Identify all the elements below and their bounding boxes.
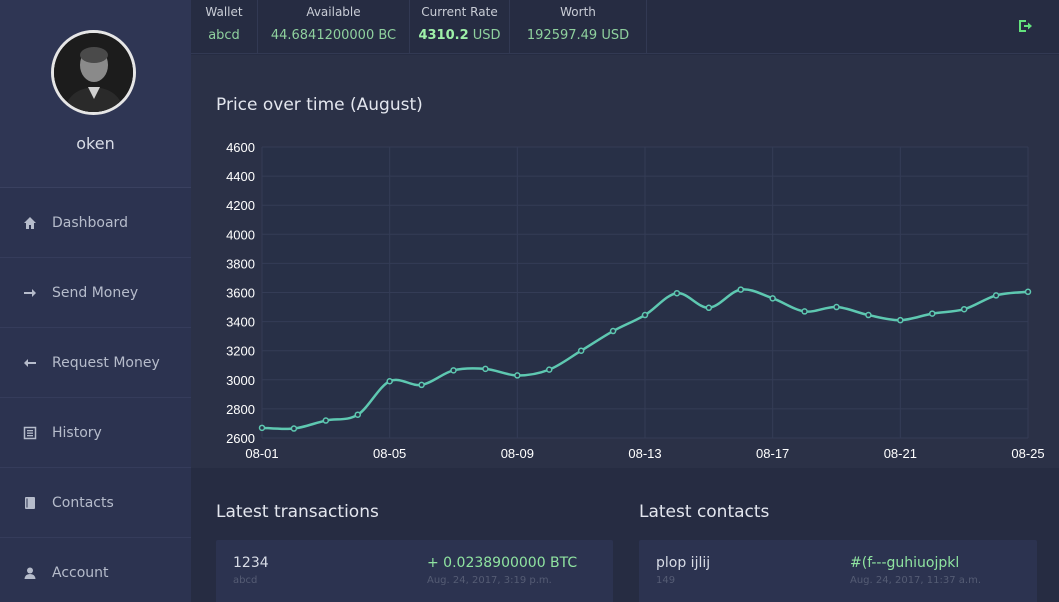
price-data-point bbox=[801, 308, 808, 315]
sidebar-item-contacts[interactable]: Contacts bbox=[0, 468, 191, 538]
price-data-point bbox=[737, 286, 744, 293]
username: oken bbox=[76, 134, 115, 153]
price-data-point bbox=[546, 366, 553, 373]
y-tick-label: 3800 bbox=[226, 256, 255, 271]
sidebar-item-label: Dashboard bbox=[52, 214, 128, 231]
sidebar-item-label: Send Money bbox=[52, 284, 139, 301]
y-tick-label: 2800 bbox=[226, 402, 255, 417]
x-tick-label: 08-21 bbox=[884, 446, 917, 461]
transaction-date: Aug. 24, 2017, 3:19 p.m. bbox=[427, 575, 552, 586]
chart-panel: Price over time (August) 2600 2800 3000 320… bbox=[191, 55, 1059, 468]
sidebar-nav: Dashboard Send Money Request Money Histo… bbox=[0, 188, 191, 602]
sidebar-item-label: Contacts bbox=[52, 494, 114, 511]
price-data-point bbox=[673, 289, 681, 297]
worth-value: 192597.49 USD bbox=[526, 28, 630, 43]
rate-number: 4310.2 bbox=[418, 28, 469, 43]
price-data-point bbox=[705, 304, 713, 312]
rate-value: 4310.2 USD bbox=[410, 28, 509, 43]
sidebar-item-dashboard[interactable]: Dashboard bbox=[0, 188, 191, 258]
arrow-right-icon bbox=[22, 285, 38, 301]
contacts-title: Latest contacts bbox=[639, 502, 770, 522]
x-tick-label: 08-17 bbox=[756, 446, 789, 461]
contact-date: Aug. 24, 2017, 11:37 a.m. bbox=[850, 575, 981, 586]
price-data-point bbox=[322, 417, 330, 424]
y-tick-label: 4600 bbox=[226, 140, 255, 155]
price-data-point bbox=[258, 424, 266, 432]
sidebar-item-label: Request Money bbox=[52, 354, 160, 371]
price-data-point bbox=[641, 311, 649, 319]
x-tick-label: 08-09 bbox=[501, 446, 534, 461]
contact-address: #(f---guhiuojpkl bbox=[850, 555, 960, 571]
sign-out-icon[interactable] bbox=[1017, 18, 1033, 34]
available-title: Available bbox=[306, 5, 361, 19]
price-data-point bbox=[354, 411, 361, 418]
sidebar-item-label: Account bbox=[52, 564, 109, 581]
y-tick-label: 3000 bbox=[226, 373, 255, 388]
price-data-point bbox=[929, 310, 936, 317]
x-tick-label: 08-25 bbox=[1011, 446, 1044, 461]
price-data-point bbox=[482, 365, 489, 373]
price-data-point bbox=[960, 305, 968, 313]
sidebar-item-account[interactable]: Account bbox=[0, 538, 191, 602]
price-data-point bbox=[418, 381, 425, 389]
price-data-point bbox=[992, 292, 1000, 299]
y-tick-label: 3600 bbox=[226, 286, 255, 301]
lower-panels: Latest transactions 1234 abcd + 0.023890… bbox=[191, 468, 1059, 602]
price-data-point bbox=[897, 316, 904, 324]
price-data-point bbox=[865, 311, 872, 319]
contact-name: plop ijlij bbox=[656, 555, 711, 571]
worth-title: Worth bbox=[560, 5, 596, 19]
price-data-point bbox=[514, 372, 521, 379]
chart-title: Price over time (August) bbox=[216, 95, 423, 115]
contact-row[interactable]: plop ijlij 149 #(f---guhiuojpkl Aug. 24,… bbox=[639, 540, 1037, 602]
price-data-point bbox=[290, 425, 298, 432]
available-stat: Available 44.6841200000 BC bbox=[258, 0, 410, 54]
x-tick-label: 08-05 bbox=[373, 446, 406, 461]
topbar: Wallet abcd Available 44.6841200000 BC C… bbox=[191, 0, 1059, 54]
y-tick-label: 3200 bbox=[226, 344, 255, 359]
price-data-point bbox=[450, 367, 457, 374]
rate-unit: USD bbox=[472, 28, 501, 43]
avatar[interactable] bbox=[51, 30, 136, 115]
price-data-point bbox=[1024, 288, 1032, 296]
price-data-point bbox=[833, 303, 840, 311]
price-data-point bbox=[386, 378, 393, 385]
x-tick-label: 08-13 bbox=[628, 446, 661, 461]
transaction-sub: abcd bbox=[233, 575, 258, 586]
transaction-row[interactable]: 1234 abcd + 0.0238900000 BTC Aug. 24, 20… bbox=[216, 540, 613, 602]
wallet-value: abcd bbox=[208, 28, 240, 43]
sidebar-item-history[interactable]: History bbox=[0, 398, 191, 468]
price-data-point bbox=[577, 347, 585, 354]
rate-stat: Current Rate 4310.2 USD bbox=[410, 0, 510, 54]
y-tick-label: 4000 bbox=[226, 227, 255, 242]
transactions-title: Latest transactions bbox=[216, 502, 379, 522]
sidebar-item-send-money[interactable]: Send Money bbox=[0, 258, 191, 328]
y-tick-label: 4200 bbox=[226, 198, 255, 213]
list-icon bbox=[22, 425, 38, 441]
rate-title: Current Rate bbox=[421, 5, 498, 19]
user-icon bbox=[22, 565, 38, 581]
profile-panel: oken bbox=[0, 0, 191, 188]
price-data-point bbox=[609, 327, 617, 335]
x-tick-label: 08-01 bbox=[245, 446, 278, 461]
y-tick-label: 4400 bbox=[226, 169, 255, 184]
wallet-stat: Wallet abcd bbox=[191, 0, 258, 54]
available-value: 44.6841200000 BC bbox=[270, 28, 397, 43]
y-tick-label: 2600 bbox=[226, 431, 255, 446]
wallet-title: Wallet bbox=[205, 5, 243, 19]
worth-stat: Worth 192597.49 USD bbox=[510, 0, 647, 54]
price-data-point bbox=[769, 295, 776, 302]
transaction-amount: + 0.0238900000 BTC bbox=[427, 555, 578, 571]
arrow-left-icon bbox=[22, 355, 38, 371]
sidebar-item-request-money[interactable]: Request Money bbox=[0, 328, 191, 398]
contact-sub: 149 bbox=[656, 575, 676, 586]
home-icon bbox=[22, 215, 38, 231]
y-tick-label: 3400 bbox=[226, 315, 255, 330]
transaction-name: 1234 bbox=[233, 555, 269, 571]
sidebar: oken Dashboard Send Money Request Money … bbox=[0, 0, 191, 602]
book-icon bbox=[22, 495, 38, 511]
price-chart: 2600 2800 3000 3200 3400 3600 3800 4000 4200 4400… bbox=[226, 140, 1045, 461]
sidebar-item-label: History bbox=[52, 424, 102, 441]
